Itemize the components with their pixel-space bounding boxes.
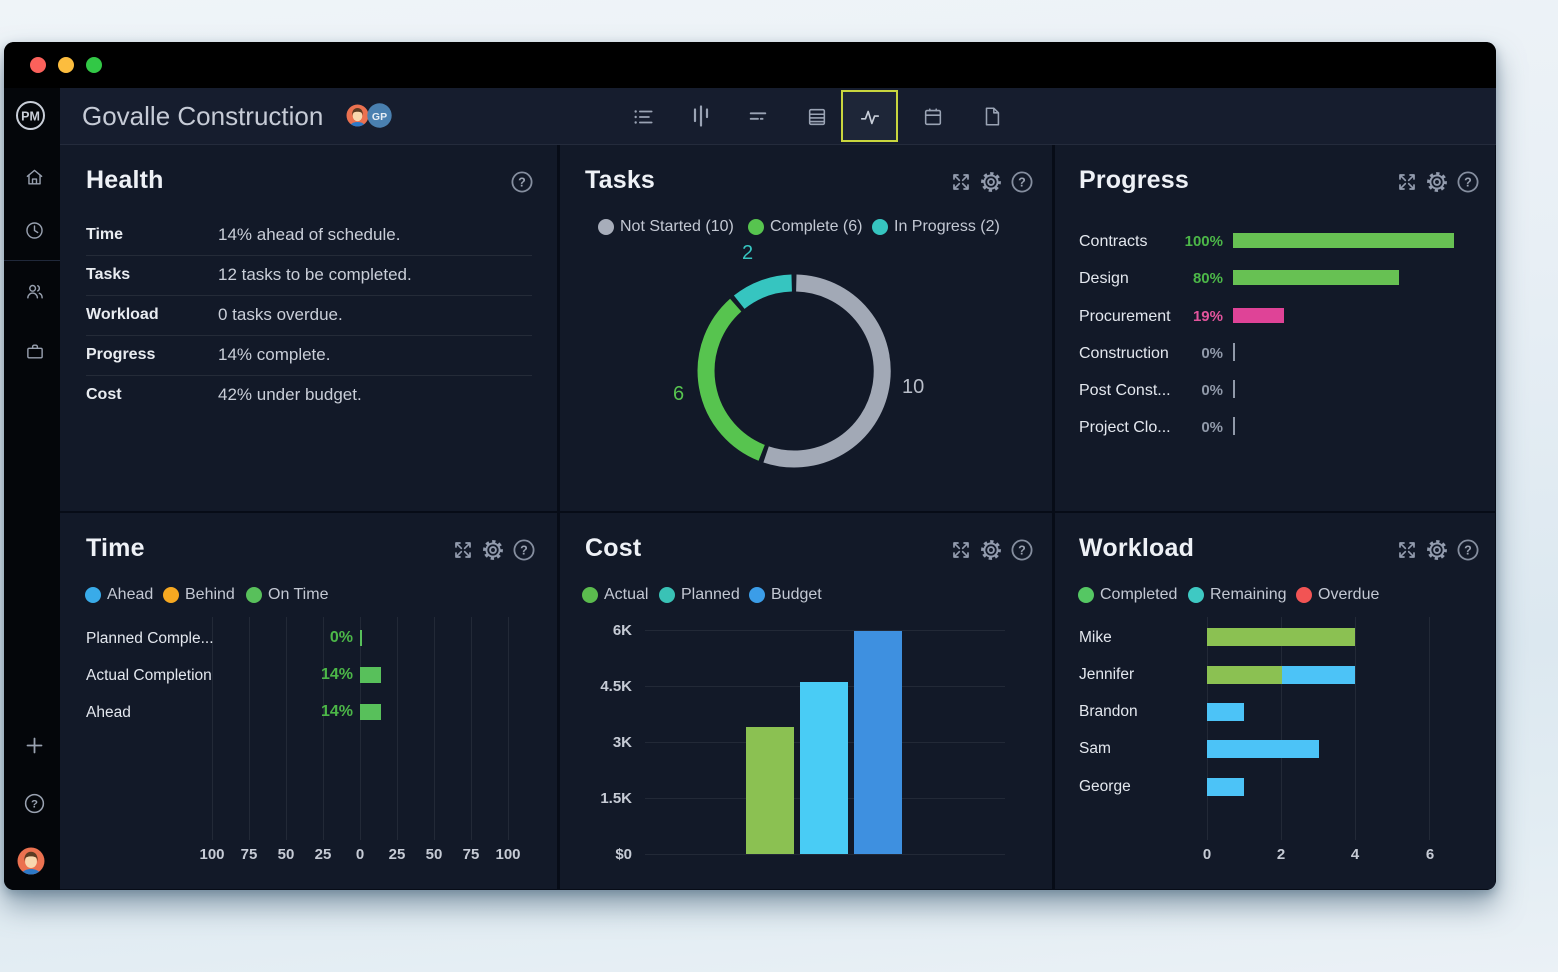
svg-text:PM: PM	[21, 110, 40, 124]
svg-text:?: ?	[31, 799, 38, 811]
svg-text:GP: GP	[372, 111, 387, 123]
